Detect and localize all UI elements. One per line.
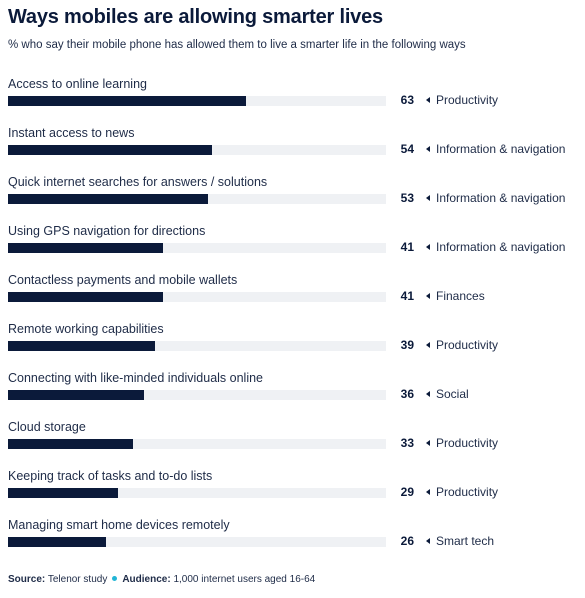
bar-row: Contactless payments and mobile wallets 4… bbox=[0, 273, 585, 322]
caret-left-icon bbox=[426, 391, 430, 397]
bar-value-label: 54 bbox=[400, 142, 414, 156]
bar-label: Managing smart home devices remotely bbox=[8, 518, 230, 532]
caret-left-icon bbox=[426, 538, 430, 544]
bar-track bbox=[8, 390, 386, 400]
caret-left-icon bbox=[426, 293, 430, 299]
bar-category-label: Information & navigation bbox=[436, 191, 566, 205]
bar-label: Instant access to news bbox=[8, 126, 135, 140]
bar bbox=[8, 96, 247, 106]
bar bbox=[8, 194, 209, 204]
bar-track bbox=[8, 145, 386, 155]
bar-label: Contactless payments and mobile wallets bbox=[8, 273, 238, 287]
bar-track bbox=[8, 341, 386, 351]
bar-track bbox=[8, 439, 386, 449]
bar-category-label: Information & navigation bbox=[436, 240, 566, 254]
chart-subtitle: % who say their mobile phone has allowed… bbox=[8, 39, 466, 51]
bar-row: Instant access to news 54 Information & na… bbox=[0, 126, 585, 175]
caret-left-icon bbox=[426, 195, 430, 201]
bar-row: Managing smart home devices remotely 26 Sm… bbox=[0, 518, 585, 567]
caret-left-icon bbox=[426, 440, 430, 446]
bar bbox=[8, 243, 163, 253]
bar-value-label: 41 bbox=[400, 240, 414, 254]
bar-label: Access to online learning bbox=[8, 77, 147, 91]
bar-row: Quick internet searches for answers / so… bbox=[0, 175, 585, 224]
bar bbox=[8, 390, 145, 400]
bar-row: Remote working capabilities 39 Productivit… bbox=[0, 322, 585, 371]
bar-label: Quick internet searches for answers / so… bbox=[8, 175, 268, 189]
caret-left-icon bbox=[426, 146, 430, 152]
chart-title: Ways mobiles are allowing smarter lives bbox=[8, 6, 383, 28]
bar-category-label: Smart tech bbox=[436, 534, 495, 548]
bar-category-label: Productivity bbox=[436, 485, 499, 499]
bar-category-label: Information & navigation bbox=[436, 142, 566, 156]
bar-row: Access to online learning 63 Productivity bbox=[0, 77, 585, 126]
bar-category-label: Productivity bbox=[436, 93, 499, 107]
source-label: Source: bbox=[8, 574, 46, 585]
bar-row: Connecting with like-minded individuals … bbox=[0, 371, 585, 420]
source-value: Telenor study bbox=[47, 574, 108, 585]
bar-value-label: 29 bbox=[400, 485, 414, 499]
bar bbox=[8, 292, 163, 302]
audience-value: 1,000 internet users aged 16-64 bbox=[173, 574, 316, 585]
bar-track bbox=[8, 488, 386, 498]
bar-label: Connecting with like-minded individuals … bbox=[8, 371, 264, 385]
bar-value-label: 53 bbox=[400, 191, 414, 205]
bar-value-label: 63 bbox=[400, 93, 414, 107]
bar bbox=[8, 488, 118, 498]
bar-label: Using GPS navigation for directions bbox=[8, 224, 206, 238]
bar-value-label: 39 bbox=[400, 338, 414, 352]
bar-label: Keeping track of tasks and to-do lists bbox=[8, 469, 213, 483]
audience-label: Audience: bbox=[122, 574, 171, 585]
bar-track bbox=[8, 292, 386, 302]
bar-category-label: Productivity bbox=[436, 436, 499, 450]
bar-value-label: 36 bbox=[400, 387, 414, 401]
separator-dot-icon bbox=[112, 576, 118, 582]
bar-row: Keeping track of tasks and to-do lists 29… bbox=[0, 469, 585, 518]
bar-category-label: Finances bbox=[436, 289, 485, 303]
bar-track bbox=[8, 194, 386, 204]
bar-label: Remote working capabilities bbox=[8, 322, 164, 336]
bar-track bbox=[8, 243, 386, 253]
bar-category-label: Productivity bbox=[436, 338, 499, 352]
caret-left-icon bbox=[426, 97, 430, 103]
bar-track bbox=[8, 96, 386, 106]
bar-row: Using GPS navigation for directions 41 Inf… bbox=[0, 224, 585, 273]
bar-category-label: Social bbox=[436, 387, 469, 401]
caret-left-icon bbox=[426, 489, 430, 495]
bar-row: Cloud storage 33 Productivity bbox=[0, 420, 585, 469]
bar-value-label: 26 bbox=[400, 534, 414, 548]
bar-label: Cloud storage bbox=[8, 420, 86, 434]
bar bbox=[8, 341, 156, 351]
chart-footer: Source: Telenor study Audience: 1,000 int… bbox=[8, 574, 315, 585]
caret-left-icon bbox=[426, 342, 430, 348]
bar bbox=[8, 145, 213, 155]
bar bbox=[8, 537, 107, 547]
caret-left-icon bbox=[426, 244, 430, 250]
bar bbox=[8, 439, 133, 449]
bar-value-label: 41 bbox=[400, 289, 414, 303]
bar-value-label: 33 bbox=[400, 436, 414, 450]
bar-track bbox=[8, 537, 386, 547]
